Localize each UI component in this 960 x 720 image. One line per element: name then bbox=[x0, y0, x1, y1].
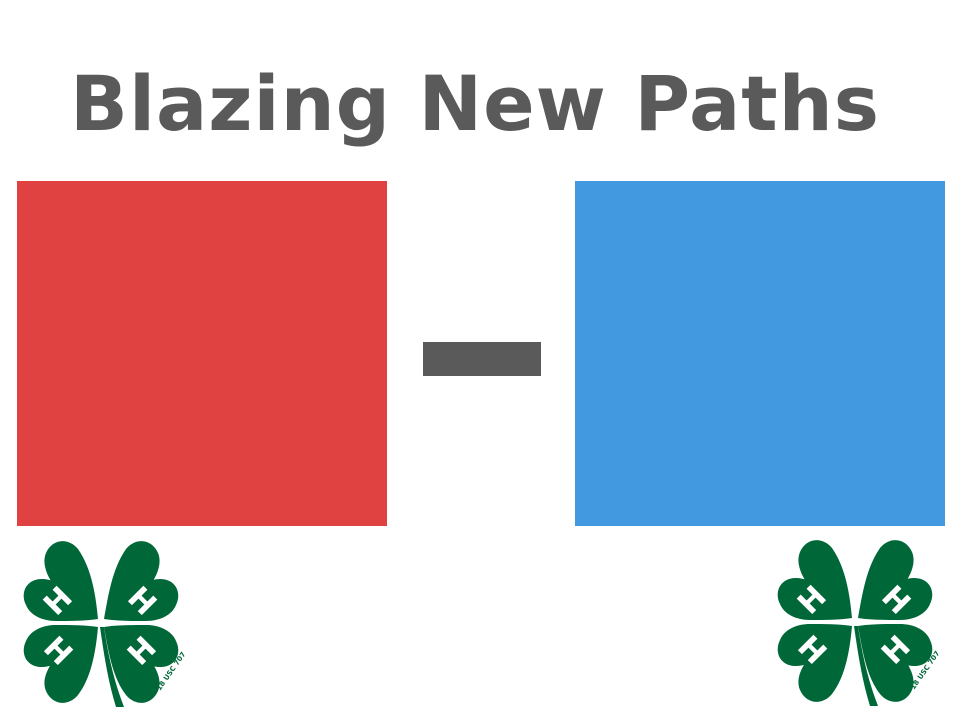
minus-dash bbox=[423, 342, 541, 376]
blue-square bbox=[575, 181, 945, 526]
4h-clover-logo-left: H H H H 18 USC 707 bbox=[23, 541, 188, 707]
4h-clover-logo-right: H H H H 18 USC 707 bbox=[777, 540, 942, 706]
red-square bbox=[17, 181, 387, 526]
slide-title: Blazing New Paths bbox=[70, 59, 880, 148]
